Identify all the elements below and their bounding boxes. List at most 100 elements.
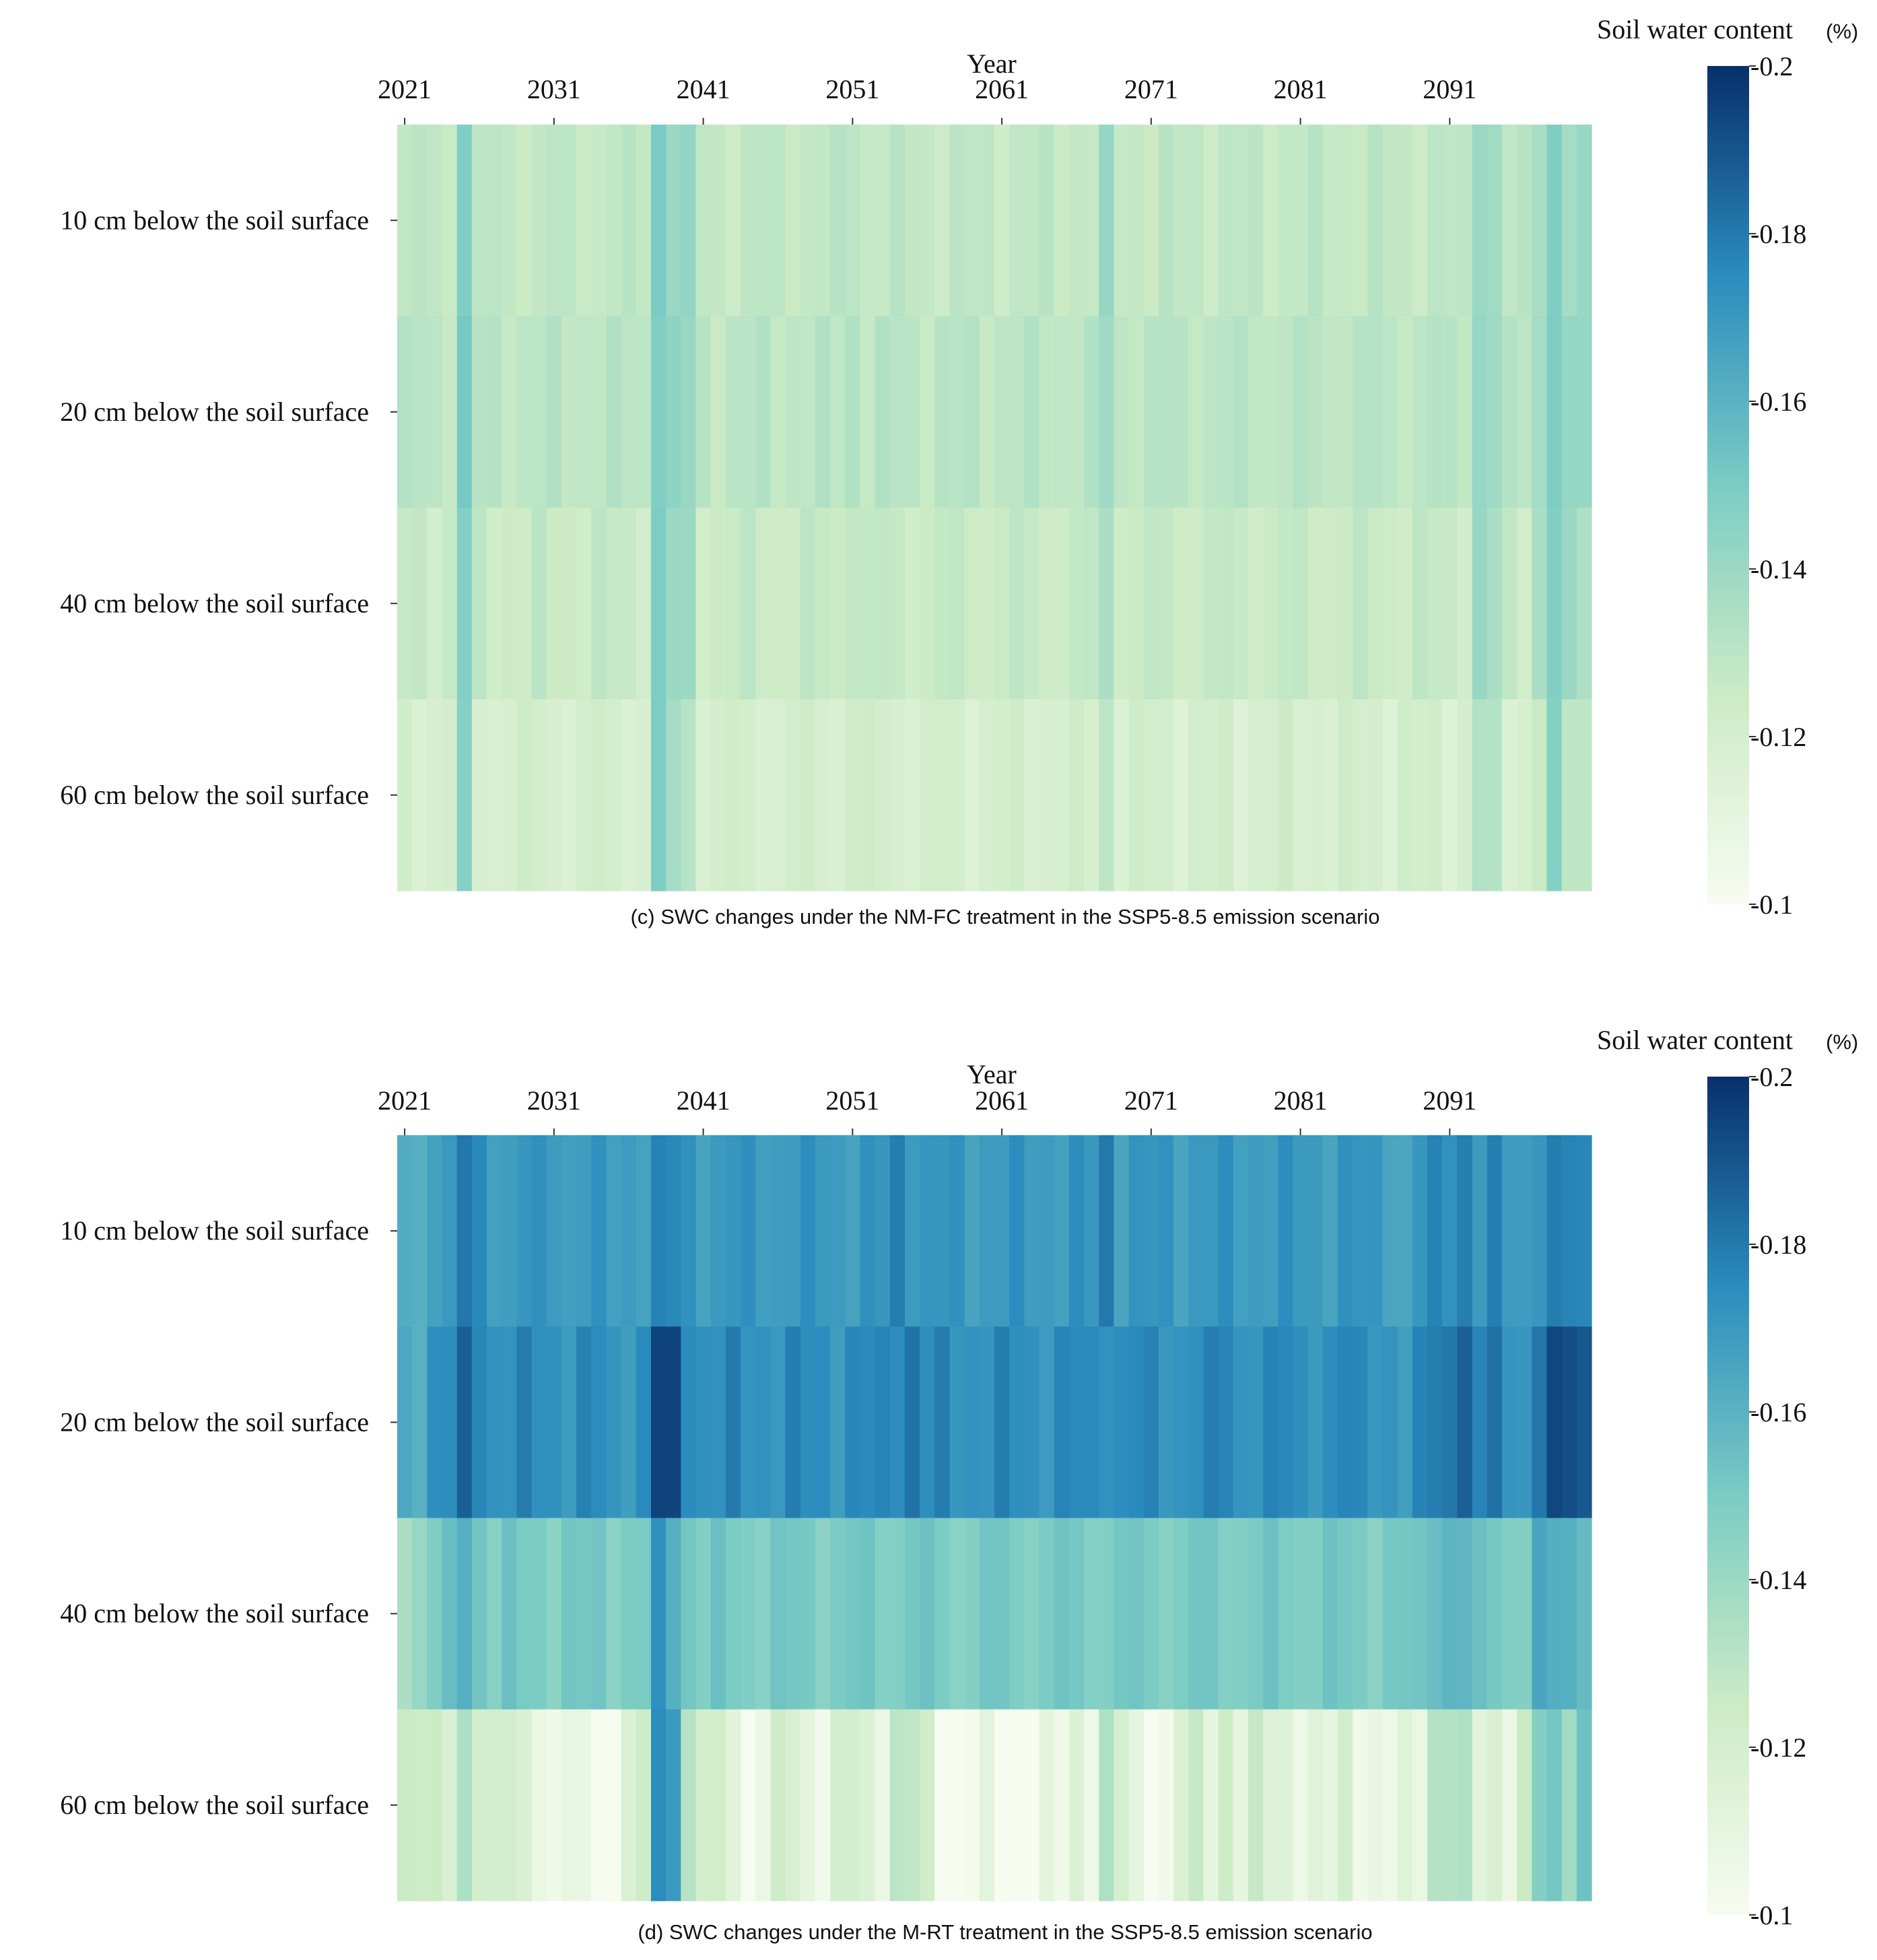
heatmap-cell — [516, 1518, 533, 1710]
heatmap-cell — [1487, 1135, 1503, 1327]
heatmap-cell — [456, 508, 473, 700]
heatmap-cell — [1561, 125, 1577, 317]
heatmap-cell — [815, 316, 831, 508]
heatmap-cell — [1263, 1326, 1278, 1519]
heatmap-cell — [979, 508, 995, 700]
heatmap-cell — [397, 1326, 413, 1519]
heatmap-cell — [1248, 316, 1264, 508]
heatmap-cell — [934, 1518, 951, 1710]
heatmap-cell — [1218, 1518, 1234, 1710]
heatmap-cell — [949, 1135, 965, 1327]
heatmap-cell — [695, 1326, 712, 1519]
heatmap-cell — [770, 316, 786, 508]
heatmap-cell — [1501, 1709, 1517, 1901]
heatmap-cell — [1158, 1518, 1174, 1710]
heatmap-cell — [1039, 1518, 1055, 1710]
heatmap-cell — [636, 125, 652, 317]
heatmap-cell — [456, 1326, 473, 1519]
heatmap-cell — [1546, 316, 1563, 508]
heatmap-cell — [1293, 125, 1309, 317]
heatmap-cell — [456, 316, 473, 508]
heatmap-cell — [1561, 1709, 1577, 1901]
heatmap-cell — [546, 508, 562, 700]
x-tick-label: 2031 — [527, 74, 581, 104]
heatmap-cell — [1532, 316, 1548, 508]
heatmap-cell — [1501, 1135, 1517, 1327]
heatmap-cell — [1517, 508, 1532, 700]
heatmap-cell — [1322, 316, 1338, 508]
heatmap-cell — [621, 508, 637, 700]
heatmap-cell — [1487, 508, 1503, 700]
heatmap-cell — [1517, 1135, 1532, 1327]
heatmap-cell — [785, 1135, 801, 1327]
heatmap-cell — [1068, 1518, 1085, 1710]
heatmap-cell — [1427, 699, 1443, 891]
caption-c: (c) SWC changes under the NM-FC treatmen… — [630, 905, 1379, 928]
heatmap-cell — [531, 699, 547, 891]
heatmap-cell — [681, 1709, 697, 1901]
heatmap-cell — [1322, 1709, 1338, 1901]
heatmap-cell — [725, 1326, 741, 1519]
heatmap-cell — [1517, 1326, 1532, 1519]
heatmap-cell — [785, 125, 801, 317]
colorbar-tick-label: -0.14 — [1750, 1565, 1806, 1595]
heatmap-cell — [1128, 1518, 1145, 1710]
heatmap-cell — [979, 1326, 995, 1519]
heatmap-cell — [1517, 125, 1532, 317]
heatmap-cells-d — [397, 1135, 1592, 1901]
heatmap-cell — [591, 125, 607, 317]
heatmap-cell — [1397, 699, 1413, 891]
colorbar-gradient-d — [1707, 1077, 1749, 1915]
heatmap-cell — [397, 316, 413, 508]
heatmap-cell — [1233, 1518, 1249, 1710]
heatmap-cell — [964, 1326, 980, 1519]
heatmap-cell — [397, 125, 413, 317]
heatmap-cell — [1039, 1709, 1055, 1901]
heatmap-cell — [487, 1518, 502, 1710]
heatmap-cell — [1382, 1135, 1398, 1327]
heatmap-cell — [889, 1709, 906, 1901]
heatmap-cell — [800, 1135, 816, 1327]
heatmap-cell — [1412, 699, 1428, 891]
heatmap-cell — [1233, 1709, 1249, 1901]
heatmap-cell — [1487, 125, 1503, 317]
heatmap-cell — [487, 1326, 502, 1519]
x-tick-label: 2091 — [1423, 74, 1476, 104]
heatmap-cell — [1128, 316, 1145, 508]
heatmap-cell — [904, 1709, 920, 1901]
heatmap-cell — [770, 1326, 786, 1519]
heatmap-cell — [1472, 125, 1488, 317]
heatmap-cell — [487, 316, 502, 508]
heatmap-cell — [1561, 508, 1577, 700]
heatmap-cell — [1546, 508, 1563, 700]
x-tick-label: 2041 — [677, 74, 730, 104]
heatmap-cell — [561, 1326, 577, 1519]
heatmap-cell — [904, 699, 920, 891]
heatmap-cell — [1427, 1135, 1443, 1327]
heatmap-cell — [1188, 316, 1204, 508]
x-tick-label: 2061 — [975, 1085, 1029, 1116]
heatmap-cell — [427, 1135, 443, 1327]
heatmap-cell — [755, 508, 771, 700]
heatmap-cell — [397, 699, 413, 891]
heatmap-cell — [949, 508, 965, 700]
heatmap-cell — [1009, 1135, 1025, 1327]
heatmap-cell — [1367, 125, 1384, 317]
heatmap-cell — [531, 1709, 547, 1901]
heatmap-cell — [1128, 1709, 1145, 1901]
heatmap-cell — [1412, 1518, 1428, 1710]
heatmap-cell — [1307, 316, 1324, 508]
heatmap-cell — [1472, 699, 1488, 891]
heatmap-cell — [650, 699, 667, 891]
heatmap-cell — [875, 1135, 891, 1327]
heatmap-cell — [681, 125, 697, 317]
heatmap-cell — [964, 508, 980, 700]
heatmap-cell — [845, 1518, 861, 1710]
heatmap-cell — [1307, 1709, 1324, 1901]
heatmap-cell — [1099, 508, 1115, 700]
heatmap-cell — [741, 1709, 756, 1901]
heatmap-cell — [1084, 1709, 1099, 1901]
heatmap-cell — [741, 125, 756, 317]
heatmap-cell — [1367, 1709, 1384, 1901]
heatmap-cell — [1442, 1326, 1458, 1519]
